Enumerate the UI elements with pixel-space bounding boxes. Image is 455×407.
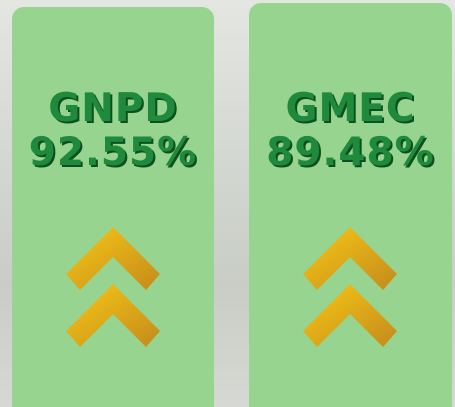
card: GNPD 92.55% (12, 7, 214, 407)
card: GMEC 89.48% (249, 3, 452, 407)
card-label: GNPD (12, 87, 214, 131)
card-value: 92.55% (12, 131, 214, 175)
card-value: 89.48% (249, 131, 452, 175)
card-label: GMEC (249, 87, 452, 131)
up-chevrons (12, 222, 214, 372)
up-chevrons (249, 222, 452, 372)
page: GNPD 92.55% GMEC 89.48% (0, 0, 455, 407)
